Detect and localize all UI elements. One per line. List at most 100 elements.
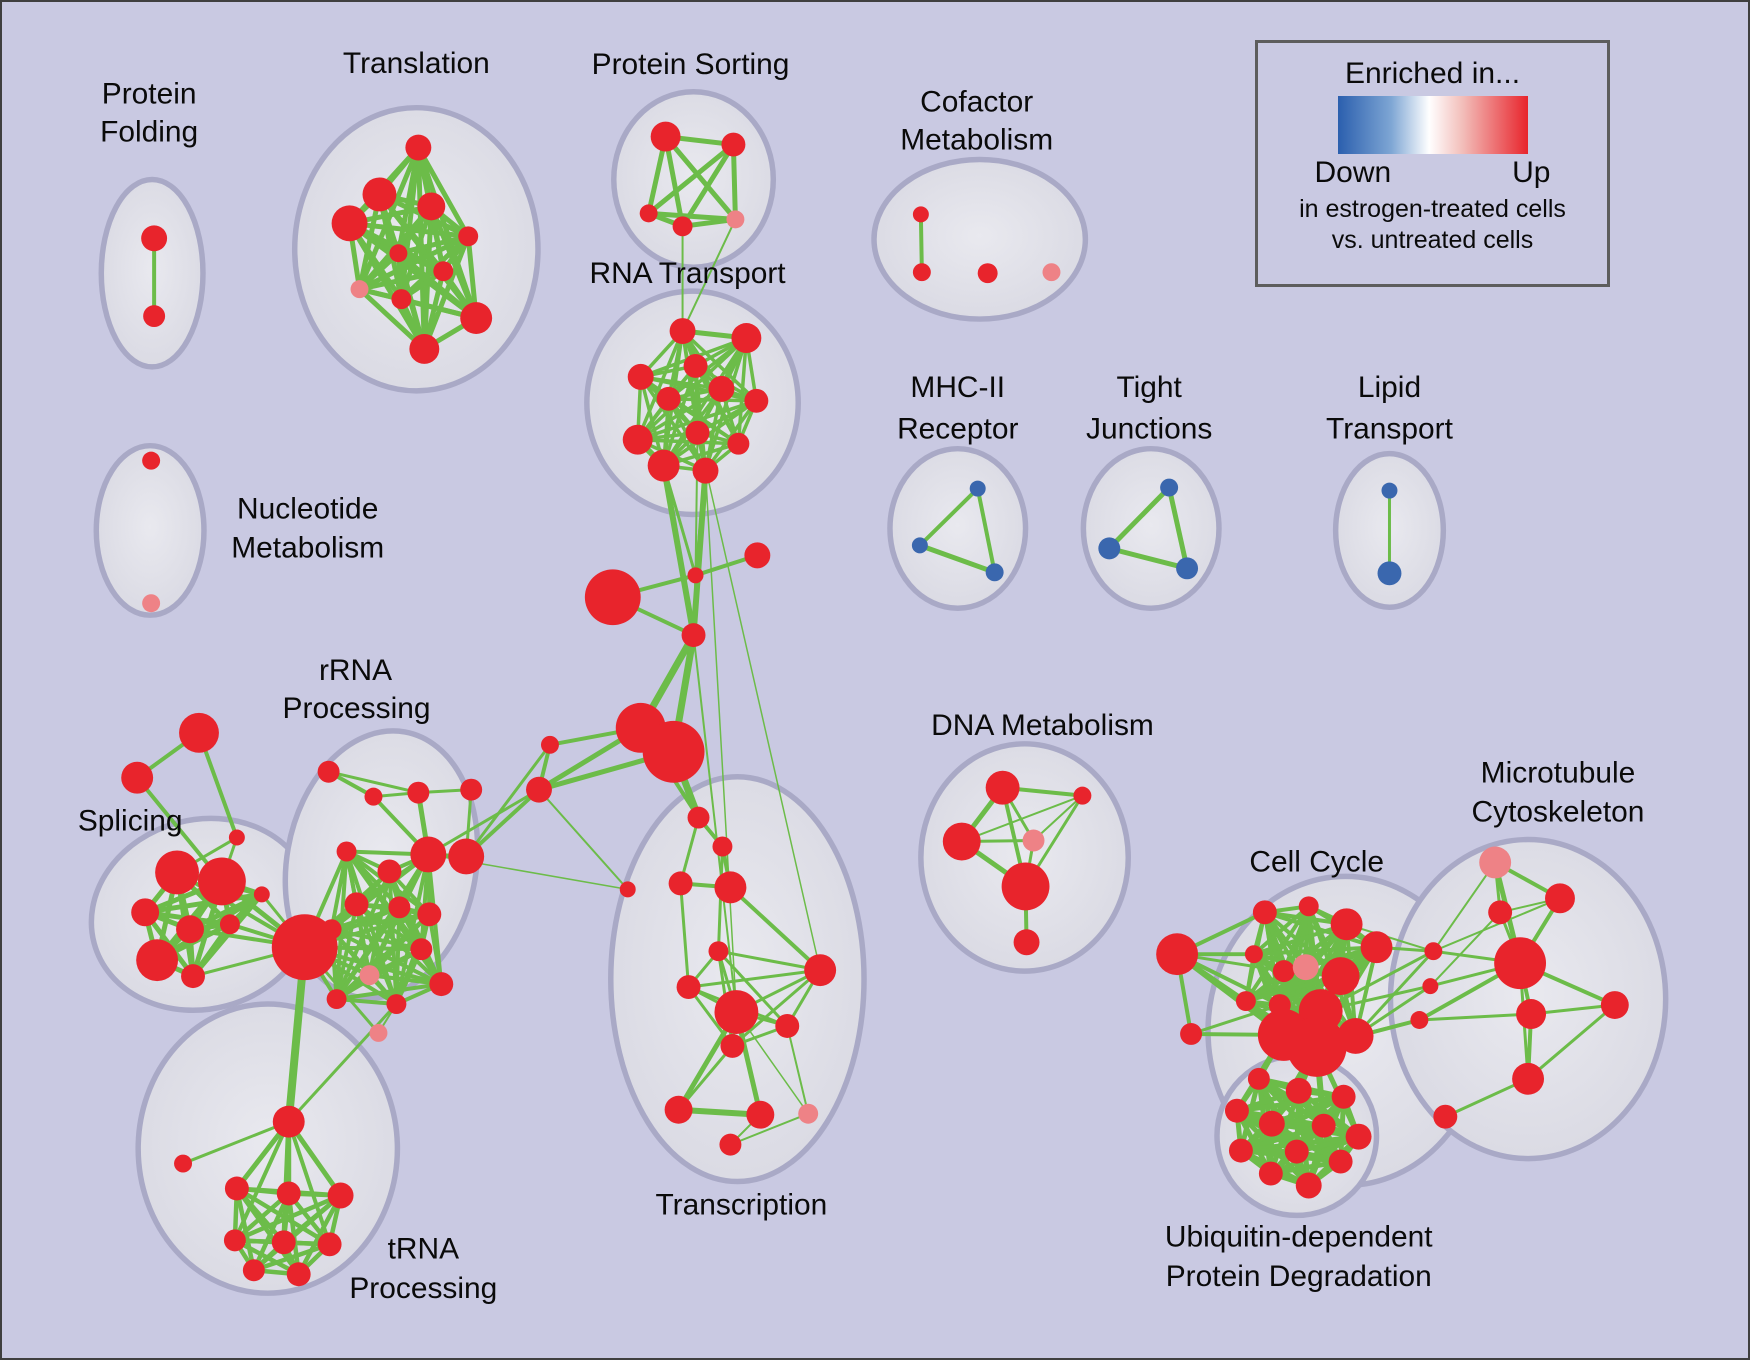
network-node[interactable] [276,1181,301,1206]
network-node[interactable] [179,712,219,753]
network-node[interactable] [676,975,701,1000]
network-node[interactable] [622,424,653,455]
network-node[interactable] [1180,1022,1203,1045]
network-node[interactable] [672,216,693,237]
network-node[interactable] [721,132,746,157]
network-node[interactable] [228,829,245,846]
network-node[interactable] [176,915,204,944]
network-node[interactable] [1433,1104,1458,1129]
network-node[interactable] [429,972,454,997]
network-node[interactable] [912,206,929,223]
network-node[interactable] [912,263,931,282]
network-node[interactable] [1381,482,1398,499]
network-node[interactable] [714,871,747,904]
network-node[interactable] [714,990,759,1034]
network-node[interactable] [985,563,1004,582]
network-node[interactable] [1600,991,1629,1019]
network-node[interactable] [253,886,270,903]
network-node[interactable] [1160,478,1179,497]
network-node[interactable] [142,594,161,613]
network-node[interactable] [1252,900,1277,925]
network-node[interactable] [1001,862,1050,911]
network-node[interactable] [389,244,408,263]
network-node[interactable] [1295,1172,1322,1199]
network-node[interactable] [1331,1084,1356,1109]
network-node[interactable] [1545,883,1575,914]
network-node[interactable] [1098,537,1121,560]
network-node[interactable] [1013,929,1040,956]
network-node[interactable] [668,871,693,896]
network-node[interactable] [1479,846,1512,879]
network-node[interactable] [1286,1017,1347,1077]
network-node[interactable] [417,902,442,927]
network-node[interactable] [726,210,745,229]
network-node[interactable] [1512,1062,1545,1095]
network-node[interactable] [1345,1123,1372,1150]
network-node[interactable] [804,954,837,987]
network-node[interactable] [1228,1138,1253,1163]
network-node[interactable] [271,1230,296,1255]
network-node[interactable] [377,859,402,884]
network-node[interactable] [143,305,166,328]
network-node[interactable] [1292,954,1319,981]
network-node[interactable] [1176,557,1199,580]
network-node[interactable] [746,1100,775,1129]
network-node[interactable] [656,386,681,411]
network-node[interactable] [391,289,412,310]
network-node[interactable] [639,204,658,223]
network-node[interactable] [744,388,769,413]
network-node[interactable] [1330,908,1363,941]
network-node[interactable] [136,939,179,982]
network-node[interactable] [664,1095,693,1124]
network-node[interactable] [448,838,485,875]
network-node[interactable] [969,480,986,497]
network-node[interactable] [985,770,1020,805]
network-node[interactable] [719,1133,742,1156]
network-node[interactable] [364,787,383,806]
network-node[interactable] [642,720,705,783]
network-node[interactable] [1377,561,1402,586]
network-node[interactable] [410,938,433,961]
network-node[interactable] [242,1259,265,1282]
network-node[interactable] [727,432,750,455]
network-node[interactable] [336,841,357,862]
network-node[interactable] [1516,999,1547,1029]
network-node[interactable] [410,836,447,873]
network-node[interactable] [744,542,771,569]
network-node[interactable] [409,334,440,364]
network-node[interactable] [326,989,347,1010]
network-node[interactable] [1488,900,1513,925]
network-node[interactable] [197,857,246,906]
network-node[interactable] [1272,960,1295,983]
network-node[interactable] [286,1262,311,1287]
network-node[interactable] [627,363,654,390]
network-node[interactable] [911,537,928,554]
network-node[interactable] [712,836,733,857]
network-node[interactable] [460,778,483,801]
network-node[interactable] [321,919,342,940]
network-node[interactable] [775,1014,800,1038]
network-node[interactable] [692,457,719,484]
network-node[interactable] [681,623,706,648]
network-node[interactable] [386,994,407,1015]
network-node[interactable] [584,569,641,626]
network-node[interactable] [131,898,160,927]
network-node[interactable] [1258,1110,1285,1137]
network-node[interactable] [540,735,559,754]
network-node[interactable] [1321,957,1360,996]
network-node[interactable] [619,881,636,898]
network-node[interactable] [317,1232,342,1257]
network-node[interactable] [219,914,240,935]
network-node[interactable] [458,226,479,247]
network-node[interactable] [174,1154,193,1173]
network-node[interactable] [1494,937,1547,990]
network-node[interactable] [271,914,338,981]
network-node[interactable] [708,375,735,402]
network-node[interactable] [798,1103,819,1124]
network-node[interactable] [942,822,981,861]
network-node[interactable] [687,806,710,829]
network-node[interactable] [407,781,430,804]
network-node[interactable] [687,567,704,584]
network-node[interactable] [331,205,368,242]
network-node[interactable] [327,1182,354,1209]
